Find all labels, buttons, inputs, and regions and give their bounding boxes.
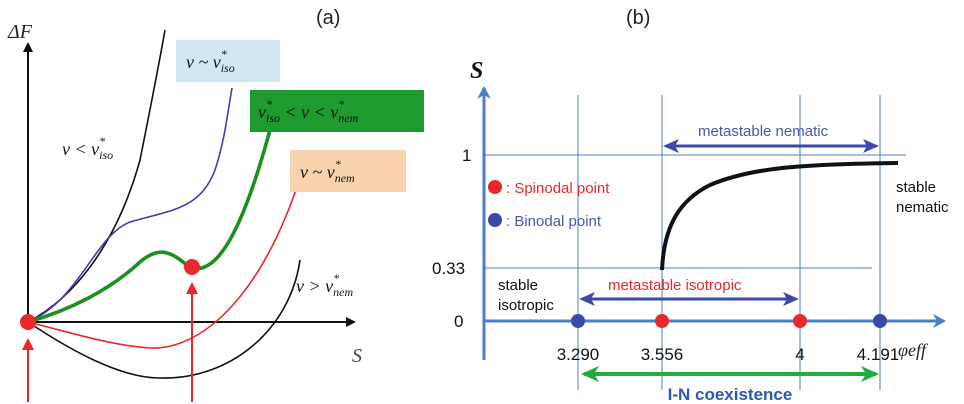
panel-a: (a) ΔF S v < v* iso v ~ v* iso v* iso < v <…: [7, 7, 424, 402]
y-tick-033: 0.33: [432, 259, 465, 278]
legend-binodal-dot: [488, 213, 502, 227]
legend-v-sim-iso-bg: [176, 40, 280, 82]
panel-b-label: (b): [626, 7, 650, 29]
spinodal-point-4: [793, 314, 807, 328]
panel-a-y-label: ΔF: [7, 21, 33, 43]
y-tick-0: 0: [454, 312, 463, 331]
legend-binodal-label: : Binodal point: [506, 213, 602, 230]
svg-text:v*iso < v < v*nem: v* iso < v < v* nem: [258, 97, 359, 125]
y-tick-1: 1: [462, 146, 471, 165]
curve-v-between: [27, 129, 272, 324]
panel-b: (b) S φeff 1 0.33 0 3.290 3.556 4 4.191 …: [432, 7, 949, 404]
spinodal-point-3556: [655, 314, 669, 328]
curve-v-gt-nem: [27, 259, 301, 379]
legend-v-sim-nem: v ~ v* nem: [290, 150, 406, 192]
svg-text:v > v*nem: v > v* nem: [296, 271, 353, 299]
curve-v-sim-iso: [27, 87, 233, 323]
binodal-point-4191: [873, 314, 887, 328]
label-metastable-isotropic: metastable isotropic: [608, 277, 742, 294]
legend-spinodal-label: : Spinodal point: [506, 180, 610, 197]
legend-v-gt-nem: v > v* nem: [296, 271, 353, 299]
panel-a-label: (a): [316, 7, 340, 29]
panel-a-point-local-min: [184, 259, 200, 275]
binodal-point-3290: [571, 314, 585, 328]
x-tick-3290: 3.290: [557, 345, 600, 364]
label-stable-isotropic-1: stable: [498, 277, 538, 294]
legend-v-sim-nem-bg: [290, 150, 406, 192]
legend-v-lt-iso: v < v* iso: [62, 134, 113, 162]
panel-b-x-label: φeff: [898, 340, 929, 360]
legend-v-between-bg: [250, 90, 424, 132]
legend-v-sim-iso: v ~ v* iso: [176, 40, 280, 82]
panel-a-point-origin: [20, 314, 36, 330]
svg-text:v < v*iso: v < v* iso: [62, 134, 113, 162]
x-tick-3556: 3.556: [641, 345, 684, 364]
legend-spinodal-dot: [488, 180, 502, 194]
label-stable-nematic-1: stable: [896, 179, 936, 196]
panel-a-x-label: S: [352, 345, 362, 367]
curve-v-lt-iso: [27, 29, 166, 323]
x-tick-4: 4: [795, 345, 804, 364]
label-stable-isotropic-2: isotropic: [498, 297, 554, 314]
order-parameter-curve: [660, 161, 899, 271]
label-metastable-nematic: metastable nematic: [698, 123, 829, 140]
legend-v-between: v* iso < v < v* nem: [250, 90, 424, 132]
x-tick-4191: 4.191: [857, 345, 900, 364]
svg-text:v ~ v*iso: v ~ v* iso: [186, 47, 235, 75]
label-stable-nematic-2: nematic: [896, 199, 949, 216]
label-coexistence: I-N coexistence: [668, 385, 793, 404]
panel-b-y-label: S: [470, 58, 483, 84]
curve-v-sim-nem: [27, 177, 301, 349]
